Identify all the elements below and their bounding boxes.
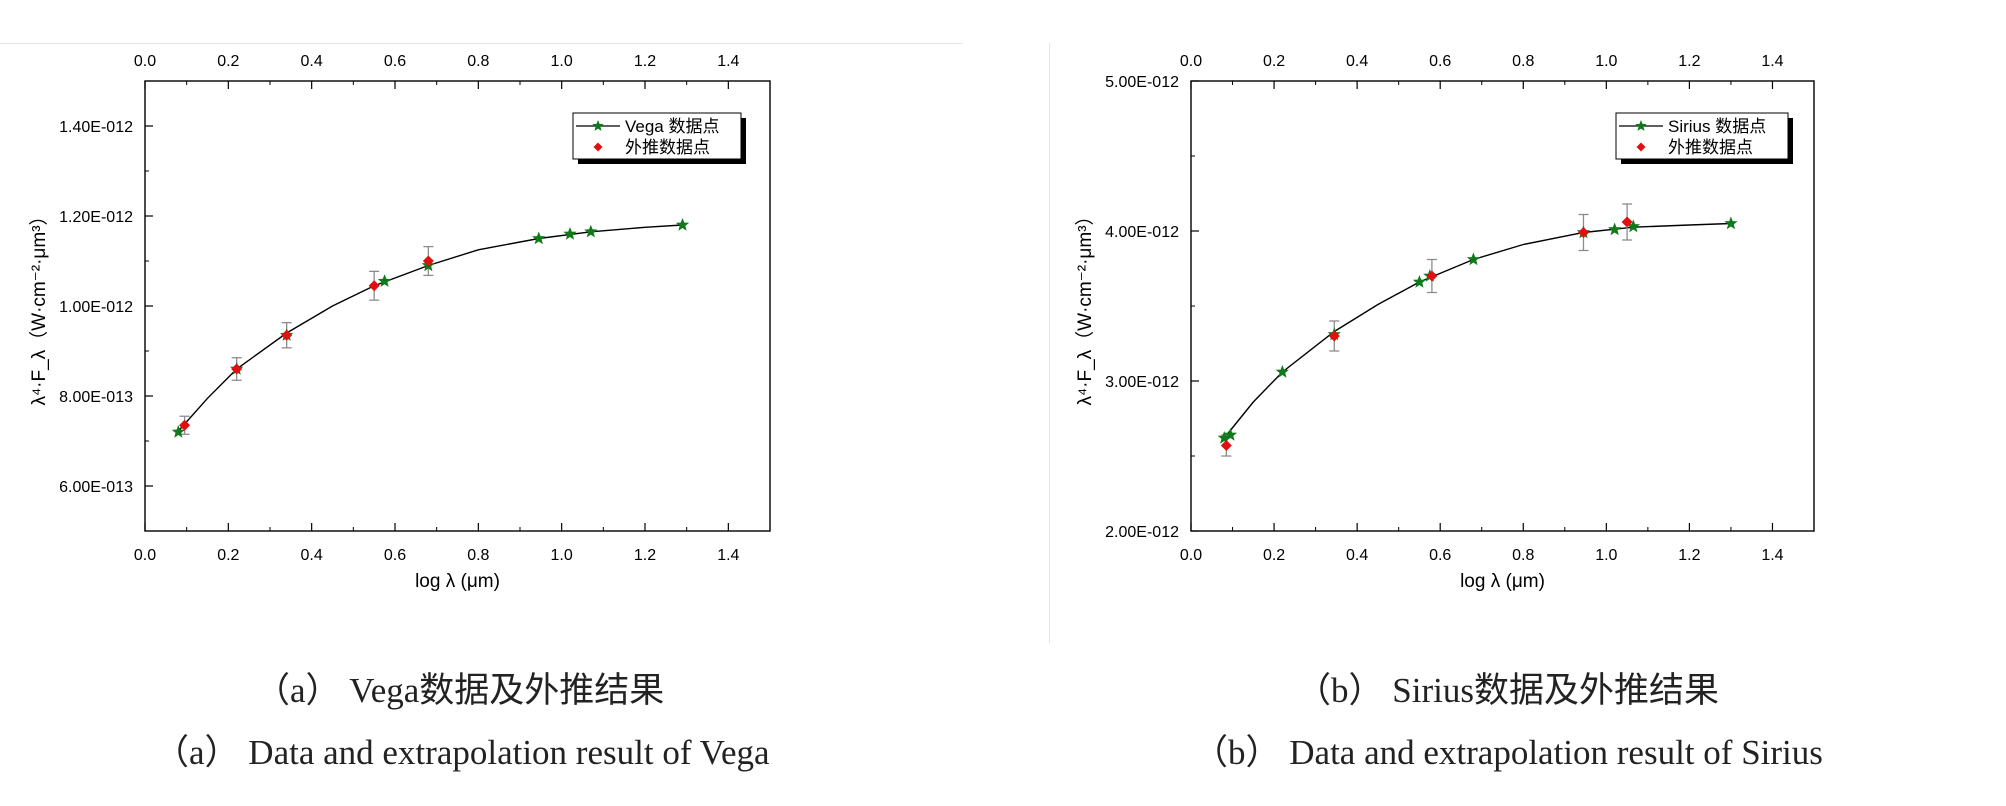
extrapolated-point-diamond [1426, 270, 1438, 282]
caption-b-chinese: （b） Sirius数据及外推结果 [1296, 662, 1719, 713]
legend-label-extrapolated: 外推数据点 [1668, 138, 1753, 157]
chart-sirius: 0.0 0.0 0.2 0.2 0.4 0.4 0.6 0.6 0.8 0.8 1.0 1.0 1.2 1… [1074, 53, 1815, 592]
data-point-star [1223, 428, 1238, 441]
legend-star-marker [1635, 120, 1647, 131]
legend-label-extrapolated: 外推数据点 [625, 138, 710, 157]
data-point-star [171, 425, 185, 438]
legend-box [1615, 112, 1789, 160]
data-point-star [1626, 219, 1640, 233]
extrapolated-point-diamond [1220, 440, 1232, 451]
y-tick-label: 8.00E-013 [59, 389, 133, 406]
x-tick-label-top: 0.8 [1512, 53, 1534, 70]
data-point-star [1217, 431, 1231, 444]
fit-curve [177, 224, 683, 432]
x-tick-label: 0.6 [1429, 547, 1451, 564]
data-point-star [584, 224, 598, 238]
x-tick-label-top: 0.4 [301, 53, 323, 70]
data-point-star [1724, 216, 1738, 230]
x-tick-label-top: 1.0 [1595, 53, 1617, 70]
x-tick-label-top: 0.0 [1180, 53, 1202, 70]
x-tick-label-top: 1.4 [1761, 53, 1783, 70]
y-tick-label: 6.00E-013 [59, 479, 133, 496]
extrapolated-point-diamond [1328, 330, 1340, 342]
x-tick-label-top: 0.6 [1429, 53, 1451, 70]
data-point-star [532, 231, 546, 245]
caption-a-english: （a） Data and extrapolation result of Veg… [154, 724, 770, 775]
y-axis-label: λ⁴·F_λ（W·cm⁻²·μm³） [1074, 206, 1096, 405]
legend-box [572, 112, 742, 160]
x-tick-label: 0.8 [1512, 547, 1534, 564]
x-tick-label-top: 1.2 [1678, 53, 1700, 70]
extrapolated-point-diamond [422, 255, 434, 267]
x-tick-label-top: 1.4 [717, 53, 739, 70]
caption-a-tag: （a） [255, 671, 341, 710]
legend-star-marker [592, 120, 604, 131]
x-tick-label: 1.0 [551, 547, 573, 564]
extrapolated-point-diamond [1577, 227, 1589, 238]
x-tick-label: 0.2 [1263, 547, 1285, 564]
x-tick-label-top: 1.2 [634, 53, 656, 70]
x-tick-label-top: 0.0 [134, 53, 156, 70]
x-tick-label-top: 0.2 [1263, 53, 1285, 70]
x-tick-label-top: 0.8 [467, 53, 489, 70]
caption-b-tag-en: （b） [1193, 733, 1281, 772]
legend-label-data: Sirius 数据点 [1668, 117, 1766, 136]
x-tick-label: 0.4 [1346, 547, 1368, 564]
x-tick-label: 0.0 [134, 547, 156, 564]
x-tick-label-top: 0.6 [384, 53, 406, 70]
y-tick-label: 1.00E-012 [59, 299, 133, 316]
data-point-star [1466, 252, 1481, 266]
caption-b-english: （b） Data and extrapolation result of Sir… [1193, 724, 1823, 775]
y-tick-label: 1.40E-012 [59, 119, 133, 136]
caption-a-chinese: （a） Vega数据及外推结果 [255, 662, 664, 713]
page-rule-top [0, 43, 962, 44]
extrapolated-point-diamond [1621, 216, 1633, 228]
caption-a-tag-en: （a） [154, 733, 240, 772]
caption-a-cn-text: Vega数据及外推结果 [349, 671, 665, 710]
y-tick-label: 2.00E-012 [1105, 524, 1179, 541]
caption-b-tag: （b） [1296, 671, 1384, 710]
data-point-star [675, 218, 690, 231]
data-point-star [563, 227, 577, 240]
legend-diamond-marker [593, 142, 603, 152]
legend-diamond-marker [1636, 142, 1646, 152]
y-axis-label: λ⁴·F_λ（W·cm⁻²·μm³） [28, 206, 50, 405]
page-rule-divider [1049, 43, 1050, 643]
extrapolated-point-diamond [179, 419, 191, 431]
extrapolated-point-diamond [231, 363, 243, 375]
data-point-star [1608, 222, 1622, 236]
y-tick-label: 3.00E-012 [1105, 374, 1179, 391]
y-tick-label: 4.00E-012 [1105, 224, 1179, 241]
x-tick-label: 0.6 [384, 547, 406, 564]
legend-label-data: Vega 数据点 [625, 117, 720, 136]
x-tick-label: 0.4 [301, 547, 323, 564]
x-axis-label: log λ (μm) [415, 571, 500, 592]
chart-vega: 0.0 0.0 0.2 0.2 0.4 0.4 0.6 0.6 0.8 0.8 1.0 1.0 1.2 1… [28, 53, 771, 592]
x-tick-label-top: 1.0 [551, 53, 573, 70]
caption-b-en-text: Data and extrapolation result of Sirius [1289, 733, 1823, 772]
x-tick-label: 1.2 [1678, 547, 1700, 564]
x-tick-label: 1.4 [1761, 547, 1783, 564]
x-tick-label-top: 0.4 [1346, 53, 1368, 70]
x-tick-label: 1.2 [634, 547, 656, 564]
extrapolated-point-diamond [368, 280, 380, 292]
fit-curve [1223, 222, 1731, 439]
x-tick-label: 1.4 [717, 547, 739, 564]
caption-b-cn-text: Sirius数据及外推结果 [1392, 671, 1719, 710]
y-tick-label: 5.00E-012 [1105, 74, 1179, 91]
x-tick-label: 1.0 [1595, 547, 1617, 564]
x-tick-label: 0.8 [467, 547, 489, 564]
caption-a-en-text: Data and extrapolation result of Vega [248, 733, 770, 772]
x-tick-label: 0.2 [217, 547, 239, 564]
extrapolated-point-diamond [281, 329, 293, 341]
data-point-star [1275, 365, 1289, 378]
y-tick-label: 1.20E-012 [59, 209, 133, 226]
data-point-star [1412, 275, 1427, 288]
x-axis-label: log λ (μm) [1460, 571, 1545, 592]
x-tick-label-top: 0.2 [217, 53, 239, 70]
data-point-star [377, 274, 392, 287]
x-tick-label: 0.0 [1180, 547, 1202, 564]
